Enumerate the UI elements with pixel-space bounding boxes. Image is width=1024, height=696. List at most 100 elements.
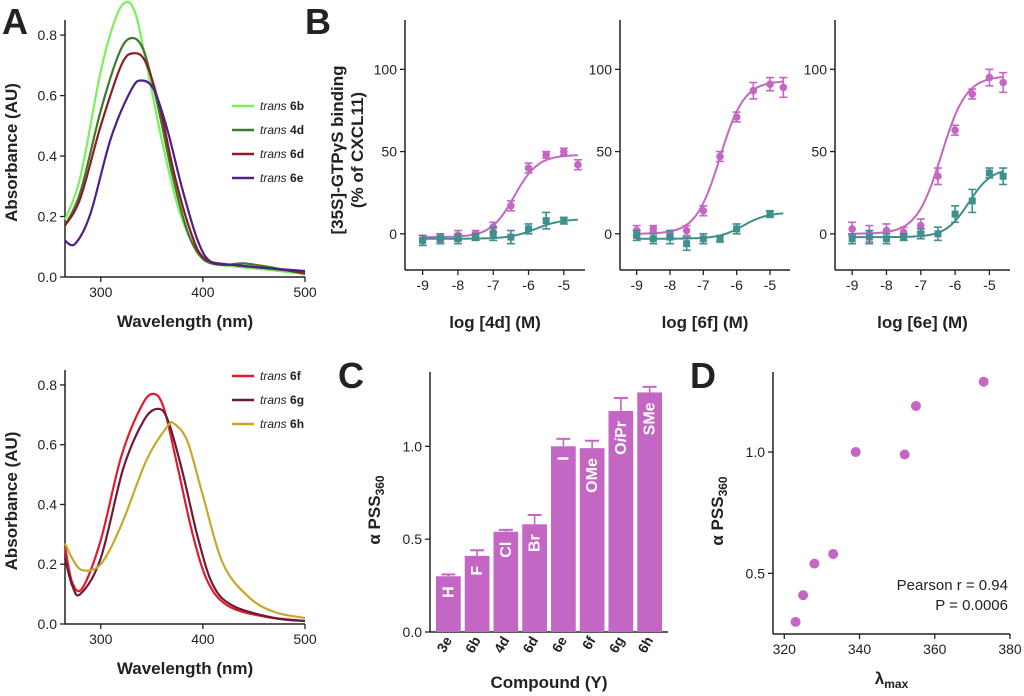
data-point	[828, 548, 839, 559]
data-point	[951, 126, 959, 134]
y-tick-label: 0.2	[38, 209, 58, 225]
spectrum-line-6d	[64, 52, 306, 274]
data-point	[507, 202, 515, 210]
bar-label-6d: Br	[527, 534, 544, 552]
legend-prefix: trans	[260, 147, 290, 161]
x-tick-label: 6d	[519, 634, 541, 656]
x-tick-label: 340	[848, 641, 872, 657]
bar-label-part: Pr	[613, 421, 630, 438]
y-tick-label: 0.0	[38, 269, 58, 285]
spectrum-line-6g	[63, 407, 306, 623]
x-tick-label: -8	[664, 277, 677, 293]
legend-label-6f: trans 6f	[260, 369, 302, 383]
data-point	[934, 230, 942, 238]
x-axis-title: Compound (Y)	[490, 673, 607, 692]
x-tick-label: -8	[452, 277, 465, 293]
legend-prefix: trans	[260, 393, 290, 407]
p-value-annotation: P = 0.0006	[935, 597, 1008, 614]
x-axis-title: log [4d] (M)	[449, 313, 541, 332]
x-tick-label: -6	[730, 277, 743, 293]
data-point	[472, 233, 480, 241]
panel-letter-b: B	[305, 1, 331, 42]
legend-compound: 6d	[290, 147, 304, 161]
y-axis-title-line2: (% of CXCL11)	[348, 92, 367, 208]
x-axis-title-sub: max	[884, 677, 908, 691]
x-tick-label: 6f	[579, 633, 599, 652]
spectrum-line-6e	[64, 79, 306, 273]
data-point	[798, 590, 809, 601]
data-point	[699, 235, 707, 243]
y-tick-label: 0.4	[38, 496, 58, 512]
x-tick-label: 3e	[433, 633, 455, 655]
x-tick-label: 300	[89, 284, 113, 300]
legend-prefix: trans	[260, 171, 290, 185]
x-tick-label: 500	[293, 284, 317, 300]
x-axis-title: log [6e] (M)	[877, 313, 968, 332]
y-axis-title: α PSS360	[708, 476, 730, 546]
x-tick-label: 6b	[462, 634, 484, 656]
y-tick-label: 0.8	[38, 377, 58, 393]
data-point	[749, 86, 758, 95]
panel-letter-d: D	[690, 355, 716, 396]
legend-label-6d: trans 6d	[260, 147, 304, 161]
y-axis-title-main: α PSS	[365, 495, 384, 544]
y-tick-label: 100	[589, 61, 613, 77]
legend-label-6e: trans 6e	[260, 171, 304, 185]
y-tick-label: 0	[389, 226, 397, 242]
bar-label-6f: OMe	[584, 458, 601, 493]
y-axis-title: Absorbance (AU)	[2, 432, 21, 571]
y-tick-label: 0.2	[38, 556, 58, 572]
bar-label-3e: H	[440, 586, 457, 598]
data-point	[899, 449, 910, 460]
x-tick-label: 400	[191, 284, 215, 300]
chart-b-4d: -9 -8 -7 -6 -5 0 50 100 log [4d] (M) [35S]-GTPγS …	[328, 20, 585, 332]
bar-6h	[637, 392, 662, 632]
data-point	[732, 113, 741, 121]
data-point	[999, 78, 1007, 87]
data-point	[968, 197, 976, 205]
data-point	[766, 210, 774, 218]
data-point	[985, 73, 994, 82]
y-tick-label: 1.0	[746, 444, 766, 460]
x-tick-label: -7	[697, 277, 710, 293]
x-tick-label: -6	[949, 277, 962, 293]
fit-curve-1	[852, 170, 1004, 239]
data-point	[666, 233, 674, 241]
y-tick-label: 0.0	[38, 616, 58, 632]
x-tick-label: -7	[915, 277, 928, 293]
data-point	[542, 217, 550, 225]
legend-label-6b: trans 6b	[260, 99, 304, 113]
x-tick-label: -7	[487, 277, 500, 293]
fit-curve-1	[422, 218, 578, 240]
data-point	[917, 230, 925, 238]
data-point	[733, 225, 741, 233]
spectrum-line-6f	[63, 392, 306, 623]
fit-curve-0	[636, 80, 784, 235]
x-tick-label: -5	[764, 277, 777, 293]
chart-b-6f: -9 -8 -7 -6 -5 0 50 100 log [6f] (M)	[589, 20, 790, 332]
chart-b-6e: -9 -8 -7 -6 -5 0 50 100 log [6e] (M)	[804, 20, 1010, 332]
x-tick-label: 6e	[548, 633, 570, 655]
data-point	[525, 225, 533, 233]
data-point	[524, 164, 533, 172]
data-point	[489, 230, 497, 238]
y-axis-title-sub: 360	[373, 475, 387, 495]
data-point	[560, 217, 568, 225]
data-point	[916, 221, 925, 230]
spectrum-line-4d	[64, 36, 306, 276]
data-point	[999, 172, 1007, 180]
y-tick-label: 0.5	[403, 531, 423, 547]
x-tick-label: -9	[846, 277, 859, 293]
data-point	[985, 169, 993, 177]
x-axis-title: Wavelength (nm)	[117, 659, 253, 678]
bar-6e	[551, 446, 576, 632]
y-tick-label: 1.0	[403, 438, 423, 454]
data-point	[850, 447, 861, 458]
x-tick-label: -9	[630, 277, 643, 293]
x-axis-title: λmax	[875, 669, 909, 691]
fit-curve-0	[852, 76, 1004, 235]
y-tick-label: 0	[604, 226, 612, 242]
bar-3e	[436, 576, 461, 632]
data-point	[779, 83, 788, 92]
data-point	[699, 206, 708, 215]
